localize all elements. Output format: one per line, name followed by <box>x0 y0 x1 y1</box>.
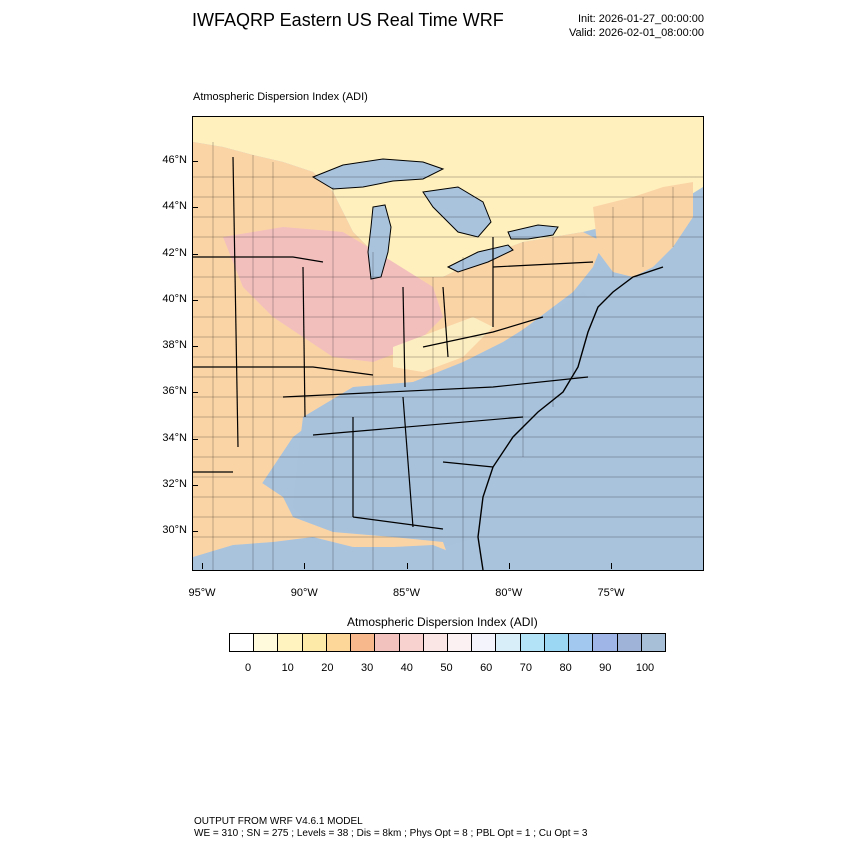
colorbar-label: 90 <box>599 662 612 674</box>
southeast-blue-region <box>293 292 598 547</box>
lat-label: 30°N <box>162 524 187 536</box>
lon-tick <box>406 563 408 569</box>
colorbar-label: 70 <box>519 662 533 674</box>
colorbar-label: 40 <box>400 662 413 674</box>
lat-label: 36°N <box>162 385 187 398</box>
lat-label: 44°N <box>162 200 187 213</box>
colorbar <box>229 633 666 652</box>
lat-tick <box>192 484 198 486</box>
lat-tick <box>192 207 198 209</box>
lat-label: 40°N <box>162 292 187 305</box>
colorbar-box <box>302 634 327 651</box>
colorbar-box <box>447 634 473 651</box>
lon-tick <box>202 563 203 569</box>
lat-tick <box>192 161 198 162</box>
lon-label: 90°W <box>290 587 318 599</box>
lat-tick <box>192 392 198 394</box>
colorbar-box <box>399 634 424 651</box>
lon-tick <box>611 563 612 569</box>
colorbar-box <box>617 634 642 651</box>
colorbar-box <box>641 634 665 651</box>
lon-label: 85°W <box>392 587 421 599</box>
lon-tick <box>508 563 510 569</box>
lat-label: 42°N <box>162 246 187 259</box>
colorbar-box <box>326 634 352 651</box>
map-panel <box>192 116 704 571</box>
plot-variable-label: Atmospheric Dispersion Index (ADI) <box>193 91 368 103</box>
colorbar-box <box>375 634 400 651</box>
colorbar-box <box>569 634 594 651</box>
colorbar-label: 10 <box>281 662 294 674</box>
colorbar-label: 50 <box>440 662 453 674</box>
lat-tick <box>192 531 198 532</box>
lon-tick <box>304 563 306 569</box>
colorbar-box <box>423 634 448 651</box>
colorbar-box <box>544 634 570 651</box>
lat-label: 38°N <box>162 339 187 351</box>
colorbar-box <box>230 634 255 651</box>
colorbar-box <box>593 634 618 651</box>
colorbar-box <box>472 634 497 651</box>
lat-tick <box>192 253 198 255</box>
colorbar-label: 30 <box>360 662 374 674</box>
county-grid <box>193 142 703 570</box>
colorbar-label: 80 <box>559 662 572 674</box>
colorbar-label: 0 <box>244 662 252 674</box>
lake-ontario <box>507 224 559 240</box>
map-title: IWFAQRP Eastern US Real Time WRF <box>192 10 504 30</box>
lat-tick <box>192 299 198 301</box>
lat-tick <box>192 346 198 347</box>
lat-tick <box>192 438 198 440</box>
colorbar-title: Atmospheric Dispersion Index (ADI) <box>347 615 538 629</box>
colorbar-box <box>278 634 303 651</box>
colorbar-box <box>351 634 376 651</box>
lon-label: 75°W <box>597 587 625 599</box>
model-info-line2: WE = 310 ; SN = 275 ; Levels = 38 ; Dis … <box>194 828 588 839</box>
colorbar-box <box>520 634 545 651</box>
init-time: Init: 2026-01-27_00:00:00 <box>578 13 704 25</box>
colorbar-label: 20 <box>321 662 334 674</box>
lake-superior <box>311 158 445 190</box>
lat-label: 46°N <box>162 154 187 166</box>
lake-erie <box>446 244 514 273</box>
colorbar-box <box>496 634 521 651</box>
colorbar-box <box>254 634 279 651</box>
colorbar-label: 100 <box>635 662 655 674</box>
lat-label: 32°N <box>162 477 187 490</box>
lon-label: 80°W <box>495 587 523 599</box>
state-borders <box>193 156 594 530</box>
appalachian-yellow-region <box>393 317 493 372</box>
valid-time: Valid: 2026-02-01_08:00:00 <box>569 27 704 39</box>
model-info-line1: OUTPUT FROM WRF V4.6.1 MODEL <box>194 816 363 827</box>
map-canvas <box>193 117 703 570</box>
colorbar-label: 60 <box>480 662 493 674</box>
lon-label: 95°W <box>188 587 216 599</box>
lat-label: 34°N <box>162 431 187 444</box>
